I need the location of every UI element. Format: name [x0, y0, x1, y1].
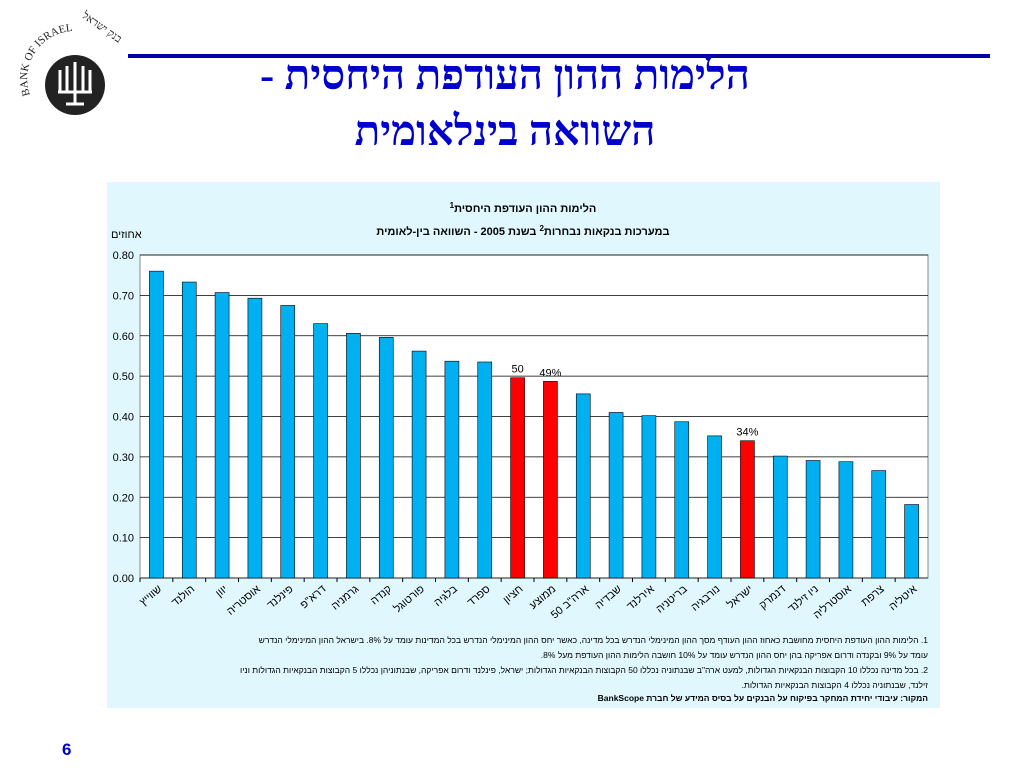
- bar: [871, 470, 887, 579]
- subtitle-text: במערכות בנקאות נבחרות: [544, 226, 670, 238]
- y-tick-label: 0.60: [113, 331, 134, 343]
- bar: [181, 281, 197, 579]
- footnote: 1. הלימות ההון העודפת היחסית מחושבת כאחו…: [258, 635, 928, 645]
- y-tick-label: 0.30: [113, 452, 134, 464]
- logo-menorah: [58, 62, 92, 106]
- x-tick-label: שבדיה: [593, 583, 624, 612]
- subtitle-text: בשנת 2005 - השוואה בין-לאומית: [376, 225, 539, 238]
- y-tick-label: 0.80: [113, 250, 134, 262]
- value-label: 49%: [539, 367, 561, 379]
- bar: [641, 415, 657, 579]
- bar: [411, 350, 427, 579]
- y-tick-label: 0.40: [113, 412, 134, 424]
- subtitle-note: 2: [539, 224, 544, 233]
- x-tick-label: קנדה: [368, 583, 394, 607]
- y-tick-label: 0.00: [113, 573, 134, 585]
- bar: [280, 305, 296, 579]
- x-tick-label: דרא"פ: [298, 583, 328, 611]
- bar: [247, 297, 263, 579]
- bar: [313, 323, 328, 579]
- header-graphics: BANK OF ISRAEL בנק ישראל: [18, 9, 990, 115]
- y-tick-label: 0.20: [113, 492, 134, 504]
- page-number: 6: [62, 740, 72, 759]
- value-label: 34%: [736, 427, 758, 439]
- x-tick-label: יוון: [214, 583, 230, 600]
- x-tick-label: פינלנד: [264, 582, 295, 611]
- x-tick-label: דנמרק: [757, 583, 788, 612]
- bar: [214, 292, 230, 579]
- bar: [346, 333, 361, 579]
- bar: [772, 455, 788, 579]
- bar: [477, 361, 493, 579]
- chart: הלימות ההון העודפת היחסית1 במערכות בנקאות…: [111, 201, 929, 622]
- footnote: זילנד, שבנתוניה נכללו 4 הקבוצות הבנקאיות…: [741, 680, 928, 690]
- x-tick-label: בלגיה: [431, 582, 460, 609]
- x-tick-label: אוסטריה: [225, 583, 263, 618]
- footnote: עומד על 9% ובקנדה ודרום אפריקה בהן יחס ה…: [540, 650, 928, 660]
- title-note: 1: [450, 201, 455, 210]
- slide-title: הלימות ההון העודפת היחסית -: [260, 53, 750, 99]
- value-label: 50: [511, 364, 523, 376]
- bar: [575, 393, 591, 579]
- bar: [543, 381, 558, 579]
- bar: [674, 421, 690, 579]
- bar: [378, 337, 394, 579]
- x-tick-label: הולנד: [169, 582, 197, 609]
- x-tick-label: ספרד: [465, 583, 492, 609]
- y-tick-label: 0.10: [113, 533, 134, 545]
- source: המקור: עיבודי יחידת המחקר בפיקוח על הבנק…: [597, 693, 928, 703]
- y-axis-label: אחוזים: [111, 229, 142, 241]
- x-tick-label: אירלנד: [624, 582, 657, 612]
- x-tick-label: איטליה: [886, 582, 919, 613]
- bar: [805, 460, 821, 579]
- bar: [608, 412, 624, 579]
- title-text: הלימות ההון העודפת היחסית: [454, 202, 596, 215]
- logo-hebrew: בנק ישראל: [79, 9, 124, 45]
- x-tick-label: צרפת: [859, 583, 887, 609]
- x-tick-label: בריטניה: [654, 583, 690, 616]
- bar: [444, 360, 460, 579]
- slide-title: השוואה בינלאומית: [354, 109, 656, 155]
- bar: [740, 440, 755, 579]
- footnote: 2. בכל מדינה נכללו 10 הקבוצות הבנקאיות ה…: [239, 665, 928, 675]
- bar: [838, 461, 854, 579]
- y-tick-label: 0.70: [113, 290, 134, 302]
- chart-subtitle: במערכות בנקאות נבחרות2 בשנת 2005 - השווא…: [376, 224, 669, 239]
- y-tick-label: 0.50: [113, 371, 134, 383]
- bar: [904, 504, 919, 579]
- x-tick-label: פורטוגל: [391, 582, 427, 615]
- bar: [149, 270, 164, 579]
- chart-title: הלימות ההון העודפת היחסית1: [450, 201, 597, 216]
- bar: [707, 435, 722, 579]
- x-tick-label: שווייץ: [137, 583, 164, 608]
- x-tick-label: ישראל: [725, 582, 756, 611]
- bar: [510, 377, 525, 579]
- x-tick-label: גרמניה: [329, 583, 361, 613]
- x-tick-label: חציון: [501, 583, 525, 606]
- chart-panel: הלימות ההון העודפת היחסית1 במערכות בנקאות…: [107, 182, 940, 708]
- x-tick-label: נורבגיה: [689, 583, 722, 614]
